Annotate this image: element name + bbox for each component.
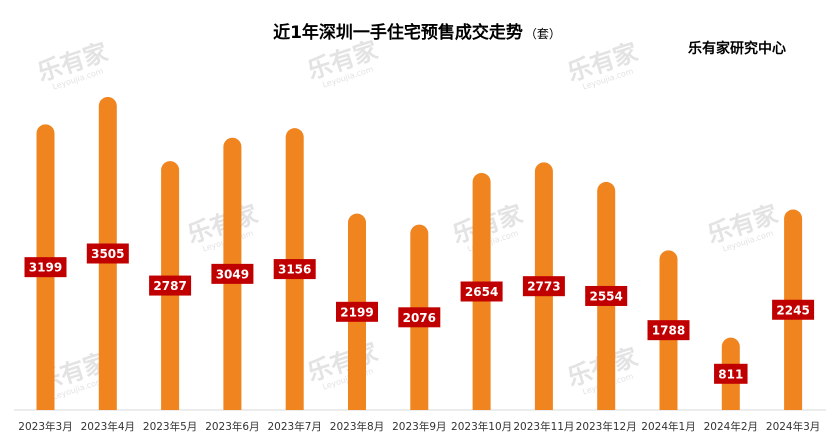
data-label: 1788 xyxy=(652,324,685,338)
x-tick-label: 2023年12月 xyxy=(576,420,637,433)
data-label: 3505 xyxy=(91,247,124,261)
chart-title-text: 近1年深圳一手住宅预售成交走势 xyxy=(273,23,523,43)
x-tick-label: 2023年6月 xyxy=(205,420,259,433)
data-label: 3199 xyxy=(29,261,62,275)
data-label-bg xyxy=(24,257,67,278)
data-label-bg xyxy=(460,281,503,302)
data-label-bg xyxy=(585,285,628,306)
data-label-bg xyxy=(336,301,378,322)
x-tick-label: 2023年10月 xyxy=(451,420,512,433)
x-tick-label: 2024年3月 xyxy=(766,420,820,433)
data-label: 2076 xyxy=(403,311,436,325)
data-label-group: 3199 3505 2787 3049 3156 2199 2076 2654 2773 2554… xyxy=(24,243,815,384)
data-label-bg xyxy=(647,320,690,341)
data-label: 2654 xyxy=(465,285,498,299)
x-tick-label: 2023年5月 xyxy=(143,420,197,433)
data-label-bg xyxy=(772,299,815,320)
x-tick-group: 2023年3月 2023年4月 2023年5月 2023年6月 2023年7月 2023年… xyxy=(18,420,820,433)
data-label: 3049 xyxy=(216,267,249,281)
data-label: 3156 xyxy=(278,263,311,277)
bar-group xyxy=(36,97,803,411)
x-tick-label: 2023年8月 xyxy=(330,420,384,433)
x-tick-label: 2023年11月 xyxy=(513,420,574,433)
data-label: 2245 xyxy=(776,303,809,317)
data-label-bg xyxy=(211,263,254,284)
chart-title: 近1年深圳一手住宅预售成交走势 （套） xyxy=(0,18,834,43)
x-tick-label: 2023年9月 xyxy=(392,420,446,433)
x-tick-label: 2024年1月 xyxy=(641,420,695,433)
x-tick-label: 2024年2月 xyxy=(704,420,758,433)
x-tick-label: 2023年3月 xyxy=(18,420,72,433)
data-label-bg xyxy=(398,307,441,328)
data-label: 2787 xyxy=(153,279,186,293)
data-label: 2773 xyxy=(527,280,560,294)
chart-unit: （套） xyxy=(524,27,561,41)
data-label: 2554 xyxy=(589,289,622,303)
x-tick-label: 2023年7月 xyxy=(267,420,321,433)
data-label-bg xyxy=(522,276,565,297)
data-label-bg xyxy=(273,259,316,280)
data-label-bg xyxy=(149,275,192,296)
data-label-bg xyxy=(86,243,129,264)
x-tick-label: 2023年4月 xyxy=(81,420,135,433)
data-label: 811 xyxy=(718,367,743,381)
data-label-bg xyxy=(714,363,748,384)
data-label: 2199 xyxy=(340,305,373,319)
chart-source: 乐有家研究中心 xyxy=(688,41,786,57)
